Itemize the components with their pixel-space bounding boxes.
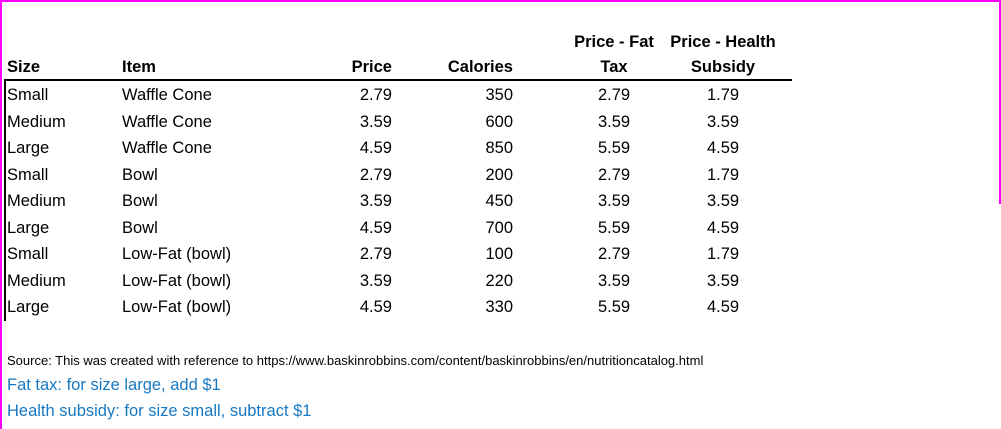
cell-price: 3.59 bbox=[359, 272, 392, 290]
cell-item: Waffle Cone bbox=[122, 86, 212, 104]
cell-fat-tax: 5.59 bbox=[597, 298, 631, 316]
cell-price: 4.59 bbox=[359, 219, 392, 237]
column-header-fat-tax-line1: Price - Fat bbox=[574, 33, 654, 51]
cell-calories: 600 bbox=[485, 113, 513, 131]
selection-border-right bbox=[999, 2, 1001, 204]
cell-size: Medium bbox=[7, 272, 66, 290]
cell-item: Bowl bbox=[122, 192, 158, 210]
cell-price: 4.59 bbox=[359, 298, 392, 316]
cell-item: Waffle Cone bbox=[122, 113, 212, 131]
table-row: Medium Low-Fat (bowl) 3.59 220 3.59 3.59 bbox=[2, 268, 1001, 295]
cell-calories: 220 bbox=[485, 272, 513, 290]
table-header-row-upper: Price - Fat Price - Health bbox=[2, 29, 1001, 56]
cell-calories: 100 bbox=[485, 245, 513, 263]
cell-calories: 200 bbox=[485, 166, 513, 184]
cell-subsidy: 4.59 bbox=[706, 219, 740, 237]
cell-item: Bowl bbox=[122, 219, 158, 237]
cell-fat-tax: 3.59 bbox=[597, 192, 631, 210]
column-header-subsidy-line1: Price - Health bbox=[670, 33, 776, 51]
cell-subsidy: 1.79 bbox=[706, 166, 740, 184]
cell-price: 3.59 bbox=[359, 113, 392, 131]
cell-item: Bowl bbox=[122, 166, 158, 184]
cell-fat-tax: 2.79 bbox=[597, 86, 631, 104]
cell-subsidy: 3.59 bbox=[706, 192, 740, 210]
table-row: Small Waffle Cone 2.79 350 2.79 1.79 bbox=[2, 82, 1001, 109]
header-underline bbox=[4, 79, 792, 81]
cell-calories: 350 bbox=[485, 86, 513, 104]
cell-size: Large bbox=[7, 139, 50, 157]
table-row: Small Low-Fat (bowl) 2.79 100 2.79 1.79 bbox=[2, 241, 1001, 268]
cell-fat-tax: 3.59 bbox=[597, 272, 631, 290]
cell-size: Large bbox=[7, 219, 50, 237]
cell-size: Small bbox=[7, 245, 49, 263]
table-header-row-lower: Size Item Price Calories Tax Subsidy bbox=[2, 54, 1001, 81]
table-row: Large Waffle Cone 4.59 850 5.59 4.59 bbox=[2, 135, 1001, 162]
column-header-calories: Calories bbox=[447, 58, 513, 76]
column-header-size: Size bbox=[7, 58, 41, 76]
cell-size: Large bbox=[7, 298, 50, 316]
cell-item: Low-Fat (bowl) bbox=[122, 245, 232, 263]
cell-fat-tax: 5.59 bbox=[597, 139, 631, 157]
cell-calories: 330 bbox=[485, 298, 513, 316]
health-subsidy-note: Health subsidy: for size small, subtract… bbox=[7, 402, 312, 420]
cell-fat-tax: 2.79 bbox=[597, 166, 631, 184]
column-header-item: Item bbox=[122, 58, 156, 76]
cell-calories: 850 bbox=[485, 139, 513, 157]
cell-fat-tax: 5.59 bbox=[597, 219, 631, 237]
table-row: Small Bowl 2.79 200 2.79 1.79 bbox=[2, 162, 1001, 189]
cell-item: Waffle Cone bbox=[122, 139, 212, 157]
cell-subsidy: 1.79 bbox=[706, 245, 740, 263]
table-row: Medium Bowl 3.59 450 3.59 3.59 bbox=[2, 188, 1001, 215]
cell-item: Low-Fat (bowl) bbox=[122, 272, 232, 290]
table-row: Medium Waffle Cone 3.59 600 3.59 3.59 bbox=[2, 109, 1001, 136]
cell-calories: 700 bbox=[485, 219, 513, 237]
cell-size: Medium bbox=[7, 113, 66, 131]
cell-fat-tax: 3.59 bbox=[597, 113, 631, 131]
cell-size: Small bbox=[7, 166, 49, 184]
fat-tax-note: Fat tax: for size large, add $1 bbox=[7, 376, 221, 394]
cell-calories: 450 bbox=[485, 192, 513, 210]
table-row: Large Low-Fat (bowl) 4.59 330 5.59 4.59 bbox=[2, 294, 1001, 321]
table-row: Large Bowl 4.59 700 5.59 4.59 bbox=[2, 215, 1001, 242]
column-header-subsidy-line2: Subsidy bbox=[690, 58, 756, 76]
cell-subsidy: 4.59 bbox=[706, 139, 740, 157]
cell-size: Medium bbox=[7, 192, 66, 210]
cell-price: 2.79 bbox=[359, 166, 392, 184]
column-header-price: Price bbox=[351, 58, 392, 76]
cell-subsidy: 3.59 bbox=[706, 113, 740, 131]
column-header-fat-tax-line2: Tax bbox=[600, 58, 628, 76]
cell-size: Small bbox=[7, 86, 49, 104]
cell-subsidy: 3.59 bbox=[706, 272, 740, 290]
cell-price: 2.79 bbox=[359, 86, 392, 104]
cell-price: 2.79 bbox=[359, 245, 392, 263]
cell-fat-tax: 2.79 bbox=[597, 245, 631, 263]
cell-item: Low-Fat (bowl) bbox=[122, 298, 232, 316]
cell-subsidy: 1.79 bbox=[706, 86, 740, 104]
cell-price: 3.59 bbox=[359, 192, 392, 210]
cell-subsidy: 4.59 bbox=[706, 298, 740, 316]
source-note: Source: This was created with reference … bbox=[7, 353, 704, 368]
table-left-rule bbox=[4, 81, 6, 321]
cell-price: 4.59 bbox=[359, 139, 392, 157]
